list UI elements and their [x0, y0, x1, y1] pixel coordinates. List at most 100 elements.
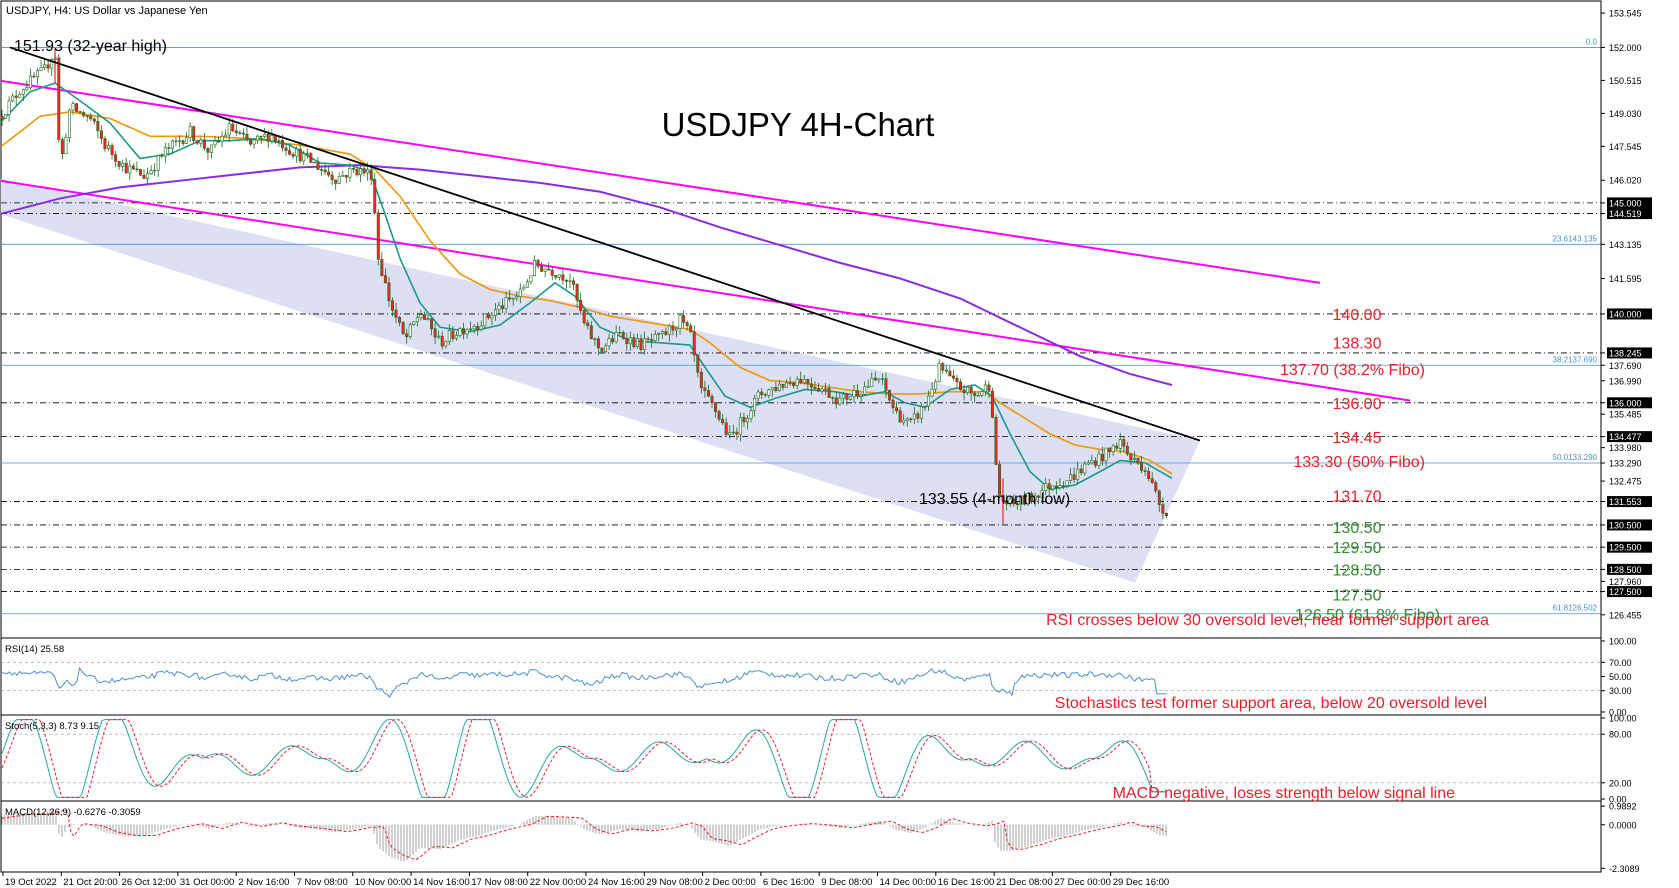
candle-body — [788, 382, 792, 385]
candle-body — [135, 168, 139, 171]
candle-body — [593, 338, 597, 340]
candle — [1030, 491, 1034, 505]
candle — [614, 325, 618, 344]
rsi-levels — [1, 661, 1601, 692]
time-label: 21 Dec 08:00 — [996, 877, 1053, 888]
candle — [1037, 494, 1041, 505]
candle — [870, 372, 874, 387]
candle — [799, 371, 803, 384]
candle-body — [582, 310, 586, 324]
candle — [877, 378, 881, 384]
candle — [472, 323, 476, 334]
candle — [131, 163, 135, 171]
pink-upper-trendline — [1, 79, 1321, 284]
candle-body — [11, 95, 15, 102]
candle — [380, 252, 384, 277]
candle-body — [1161, 504, 1165, 514]
candle — [135, 161, 139, 172]
candle-body — [493, 309, 497, 316]
candle-body — [501, 305, 505, 309]
time-label: 7 Nov 08:00 — [297, 877, 348, 888]
candle — [447, 323, 451, 346]
candle-body — [852, 390, 856, 398]
candle-body — [760, 391, 764, 395]
candle — [692, 325, 696, 363]
candle — [334, 179, 338, 191]
candle — [1157, 489, 1161, 512]
candle — [1115, 442, 1119, 451]
candle-body — [916, 413, 920, 419]
fibonacci-tags: 0.0 23.6143.135 38.2137.690 50.0133.290 61.8… — [1553, 37, 1598, 612]
candle — [923, 405, 927, 411]
candle-body — [85, 115, 89, 117]
candle-body — [330, 174, 334, 181]
rsi-axis-label: 0.00 — [1609, 708, 1627, 718]
candle-body — [660, 331, 664, 334]
axis-price-label: 136.000 — [1609, 398, 1642, 408]
candle — [199, 137, 203, 148]
candle-body — [99, 130, 103, 139]
axis-price-box — [1607, 347, 1652, 359]
candle — [731, 424, 735, 436]
candle — [153, 163, 157, 176]
candle — [834, 391, 838, 409]
candle — [398, 316, 402, 327]
candle-body — [980, 391, 984, 396]
candle — [930, 381, 934, 398]
candle-body — [1140, 463, 1144, 471]
candle — [508, 290, 512, 302]
candle-body — [930, 388, 934, 397]
candle-body — [572, 280, 576, 285]
candle — [28, 68, 32, 91]
candle-body — [312, 161, 316, 164]
candle — [192, 125, 196, 143]
candle — [735, 427, 739, 440]
axis-price-label: 150.515 — [1609, 76, 1642, 86]
candle — [224, 129, 228, 137]
candle-body — [831, 397, 835, 399]
candle — [987, 381, 991, 398]
candle — [572, 277, 576, 290]
candle — [1101, 446, 1105, 466]
candle — [816, 382, 820, 393]
candle-body — [430, 318, 434, 330]
candle — [71, 101, 75, 115]
candle — [564, 278, 568, 289]
candle — [1065, 480, 1069, 489]
candle — [490, 312, 494, 326]
candle — [92, 117, 96, 125]
stoch-axis: 100.00 80.00 20.00 0.00 — [1601, 714, 1637, 805]
stoch-label: Stoch(5,3,3) 8.73 9.15 — [5, 721, 99, 732]
time-label: 6 Dec 16:00 — [763, 877, 814, 888]
candle-body — [511, 297, 515, 300]
candle — [582, 309, 586, 326]
time-label: 16 Dec 16:00 — [938, 877, 995, 888]
candle-body — [256, 135, 260, 141]
price-axis: 153.545 152.000 150.515 149.030 147.545 146.0… — [1600, 1, 1652, 872]
candle — [1005, 494, 1009, 511]
candle — [951, 369, 955, 381]
candle — [767, 388, 771, 399]
candle-body — [522, 286, 526, 290]
candle — [11, 93, 15, 103]
candle — [458, 326, 462, 338]
pink-lower-trendline — [1, 179, 1411, 402]
time-label: 14 Dec 00:00 — [880, 877, 937, 888]
candle — [323, 163, 327, 176]
candle — [430, 318, 434, 336]
candle-body — [149, 170, 153, 175]
candle — [575, 283, 579, 308]
candle — [149, 165, 153, 175]
candle-body — [664, 331, 668, 335]
candle — [1161, 497, 1165, 519]
candle-body — [284, 147, 288, 151]
candle — [880, 373, 884, 385]
fibo-tag: 61.8126.502 — [1553, 604, 1598, 613]
stoch-axis-label: 80.00 — [1609, 730, 1632, 740]
candle — [337, 172, 341, 185]
candle-body — [444, 341, 448, 347]
candle-body — [479, 325, 483, 330]
axis-price-label: 134.477 — [1609, 432, 1642, 442]
candle — [774, 381, 778, 393]
candle-body — [1, 115, 4, 119]
